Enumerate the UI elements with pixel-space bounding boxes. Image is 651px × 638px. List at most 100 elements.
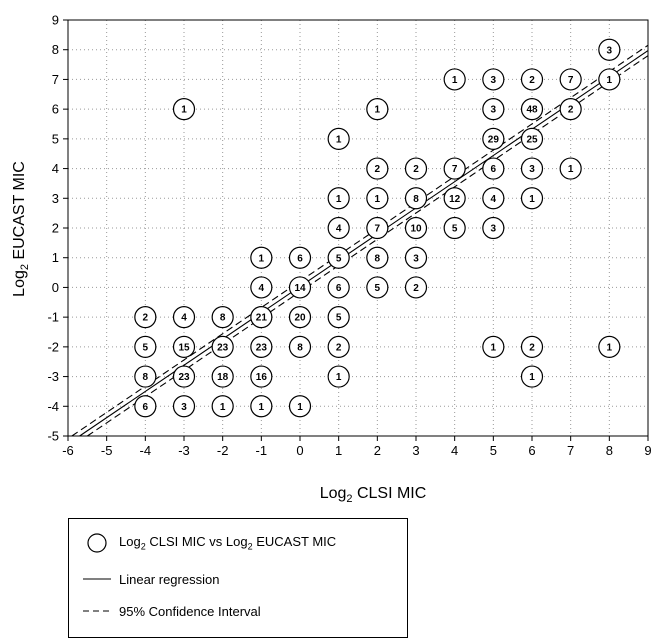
data-point: 1 [520,365,544,388]
point-count-label: 1 [259,253,265,264]
data-point: 6 [134,395,157,418]
point-count-label: 23 [256,342,268,353]
point-circle [134,335,157,358]
x-tick-label: -3 [178,443,190,458]
point-count-label: 4 [336,224,342,235]
data-point: 8 [366,246,389,269]
point-circle [250,365,273,388]
point-count-label: 5 [336,313,342,324]
point-circle [250,306,273,329]
data-point: 5 [327,306,350,329]
data-point: 14 [288,276,312,299]
point-circle [443,216,466,240]
point-count-label: 1 [336,372,342,383]
legend-label-regression: Linear regression [119,571,220,587]
scatter-chart: 31 3 2 7 11 1 3 48 21 29 252 2 7 6 3 11 1 8 12 4 14 7 10 5 31 6 5 8… [11,13,651,506]
data-point: 12 [443,187,466,210]
point-count-label: 1 [181,105,187,116]
point-circle [559,68,582,91]
point-count-label: 2 [413,283,419,294]
data-point: 29 [482,127,505,150]
data-point: 2 [404,157,428,180]
x-tick-label: 0 [296,443,303,458]
data-point: 10 [404,216,428,240]
data-point: 3 [404,246,428,269]
data-point: 1 [482,335,505,358]
legend-label-scatter: Log2 CLSI MIC vs Log2 EUCAST MIC [119,534,337,552]
y-tick-label: -4 [47,399,59,414]
data-point: 18 [211,365,234,388]
data-point: 7 [443,157,466,180]
data-point: 5 [327,246,350,269]
data-point: 15 [172,335,196,358]
data-point: 1 [211,395,234,418]
point-count-label: 16 [256,372,268,383]
point-count-label: 4 [491,194,497,205]
data-point: 23 [250,335,273,358]
point-circle [482,335,505,358]
point-count-label: 1 [259,402,265,413]
point-circle [482,157,505,180]
data-point: 7 [366,216,389,240]
data-point: 25 [520,127,544,150]
point-count-label: 8 [143,372,149,383]
point-circle [327,306,350,329]
data-point: 1 [250,246,273,269]
point-count-label: 5 [336,253,342,264]
data-point: 6 [288,246,312,269]
point-count-label: 6 [297,253,303,264]
point-circle [172,395,196,418]
point-circle [520,98,544,121]
point-count-label: 29 [488,134,500,145]
circle-marker-icon [87,533,107,553]
data-point: 6 [327,276,350,299]
data-point: 2 [327,335,350,358]
data-point: 23 [211,335,234,358]
point-circle [327,127,350,150]
x-tick-label: 9 [644,443,651,458]
point-circle [211,395,234,418]
point-count-label: 1 [529,194,535,205]
point-count-label: 3 [491,105,497,116]
point-count-label: 1 [336,134,342,145]
point-circle [598,335,621,358]
point-count-label: 1 [452,75,458,86]
axis-ticks: -6 -5 -4 -3 -2 -1 0 1 2 3 4 5 6 7 8 9-5-4-3-2-101234567… [47,13,651,459]
y-tick-label: 9 [52,13,59,28]
point-circle [404,187,428,210]
x-tick-label: 8 [606,443,613,458]
point-circle [211,335,234,358]
data-point: 8 [404,187,428,210]
point-circle [482,68,505,91]
data-point: 4 [250,276,273,299]
point-count-label: 10 [410,224,422,235]
point-circle [443,68,466,91]
point-circle [404,216,428,240]
data-point: 1 [598,68,621,91]
point-circle [404,157,428,180]
point-count-label: 21 [256,313,268,324]
point-count-label: 2 [529,342,535,353]
data-point: 2 [559,98,582,121]
point-count-label: 7 [452,164,458,175]
point-count-label: 3 [607,45,613,56]
point-circle [327,365,350,388]
data-point: 2 [366,157,389,180]
point-circle [288,306,312,329]
point-circle [520,365,544,388]
point-circle [327,216,350,240]
point-count-label: 1 [336,194,342,205]
data-point: 5 [366,276,389,299]
point-count-label: 4 [259,283,265,294]
x-tick-label: 2 [374,443,381,458]
data-point: 4 [327,216,350,240]
y-tick-label: 6 [52,102,59,117]
point-count-label: 14 [294,283,306,294]
point-count-label: 2 [413,164,419,175]
point-circle [134,395,157,418]
data-point: 3 [520,157,544,180]
point-circle [250,335,273,358]
point-count-label: 23 [217,342,229,353]
x-tick-label: -4 [140,443,152,458]
legend: Log2 CLSI MIC vs Log2 EUCAST MIC Linear … [68,518,408,638]
